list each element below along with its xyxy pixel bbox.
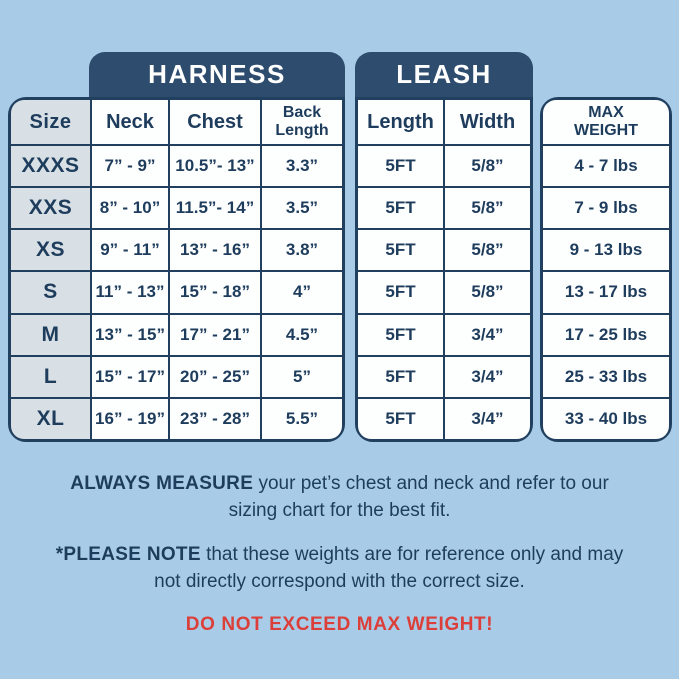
back-length-value-cell: 4”: [262, 272, 342, 313]
neck-value-cell: 8” - 10”: [92, 188, 168, 229]
harness-column-header: Back Length: [262, 100, 342, 144]
measure-note: ALWAYS MEASURE your pet’s chest and neck…: [60, 470, 620, 524]
neck-value-cell: 15” - 17”: [92, 356, 168, 397]
chest-value-cell: 15” - 18”: [170, 272, 260, 313]
leash-width-value-cell: 3/4”: [445, 398, 530, 439]
max-weight-value-cell: 9 - 13 lbs: [543, 230, 669, 271]
please-note-text: that these weights are for reference onl…: [154, 544, 624, 592]
chest-value-cell: 17” - 21”: [170, 314, 260, 355]
chest-value-cell: 20” - 25”: [170, 356, 260, 397]
chest-value-cell: 23” - 28”: [170, 398, 260, 439]
back-length-value-cell: 5”: [262, 356, 342, 397]
harness-section-tab: HARNESS: [89, 52, 345, 97]
harness-section-title: HARNESS: [148, 59, 286, 89]
size-label-cell: S: [11, 272, 90, 313]
chest-value-cell: 13” - 16”: [170, 230, 260, 271]
neck-value-cell: 16” - 19”: [92, 398, 168, 439]
size-column-header: Size: [11, 100, 90, 144]
leash-length-value-cell: 5FT: [358, 356, 443, 397]
leash-section-title: LEASH: [396, 59, 492, 89]
back-length-value-cell: 3.5”: [262, 188, 342, 229]
size-label-cell: XXXS: [11, 146, 90, 187]
back-length-value-cell: 4.5”: [262, 314, 342, 355]
leash-width-value-cell: 5/8”: [445, 188, 530, 229]
max-weight-value-cell: 33 - 40 lbs: [543, 398, 669, 439]
harness-column-header: Chest: [170, 100, 260, 144]
leash-width-value-cell: 5/8”: [445, 272, 530, 313]
please-note-emphasis: *PLEASE NOTE: [55, 544, 201, 565]
max-weight-value-cell: 7 - 9 lbs: [543, 188, 669, 229]
leash-width-value-cell: 3/4”: [445, 356, 530, 397]
back-length-value-cell: 3.8”: [262, 230, 342, 271]
size-label-cell: L: [11, 356, 90, 397]
chest-value-cell: 11.5”- 14”: [170, 188, 260, 229]
leash-column-header: Width: [445, 100, 530, 144]
max-weight-table: MAX WEIGHT 4 - 7 lbs 7 - 9 lbs 9 - 13 lbs 13…: [540, 97, 672, 442]
leash-length-value-cell: 5FT: [358, 146, 443, 187]
max-weight-value-cell: 4 - 7 lbs: [543, 146, 669, 187]
leash-width-value-cell: 5/8”: [445, 230, 530, 271]
leash-length-value-cell: 5FT: [358, 188, 443, 229]
leash-section-tab: LEASH: [355, 52, 533, 97]
neck-value-cell: 9” - 11”: [92, 230, 168, 271]
leash-column-header: Length: [358, 100, 443, 144]
chest-value-cell: 10.5”- 13”: [170, 146, 260, 187]
neck-value-cell: 7” - 9”: [92, 146, 168, 187]
leash-size-table: Length Width 5FT 5/8” 5FT 5/8” 5FT 5/8” 5FT 5/8” 5…: [355, 97, 533, 442]
max-weight-warning: DO NOT EXCEED MAX WEIGHT!: [185, 614, 494, 635]
leash-length-value-cell: 5FT: [358, 398, 443, 439]
harness-size-table: Size Neck Chest Back Length XXXS 7” - 9” 10.5”…: [8, 97, 345, 442]
leash-width-value-cell: 5/8”: [445, 146, 530, 187]
harness-column-header: Neck: [92, 100, 168, 144]
leash-width-value-cell: 3/4”: [445, 314, 530, 355]
leash-length-value-cell: 5FT: [358, 314, 443, 355]
neck-value-cell: 11” - 13”: [92, 272, 168, 313]
max-weight-value-cell: 25 - 33 lbs: [543, 356, 669, 397]
size-label-cell: XL: [11, 398, 90, 439]
please-note: *PLEASE NOTE that these weights are for …: [50, 541, 630, 595]
back-length-value-cell: 5.5”: [262, 398, 342, 439]
size-label-cell: XXS: [11, 188, 90, 229]
measure-note-emphasis: ALWAYS MEASURE: [70, 473, 254, 494]
leash-length-value-cell: 5FT: [358, 272, 443, 313]
size-label-cell: XS: [11, 230, 90, 271]
measure-note-text: your pet’s chest and neck and refer to o…: [228, 473, 609, 521]
back-length-value-cell: 3.3”: [262, 146, 342, 187]
size-label-cell: M: [11, 314, 90, 355]
max-weight-value-cell: 13 - 17 lbs: [543, 272, 669, 313]
max-weight-column-header: MAX WEIGHT: [543, 100, 669, 144]
leash-length-value-cell: 5FT: [358, 230, 443, 271]
neck-value-cell: 13” - 15”: [92, 314, 168, 355]
max-weight-value-cell: 17 - 25 lbs: [543, 314, 669, 355]
